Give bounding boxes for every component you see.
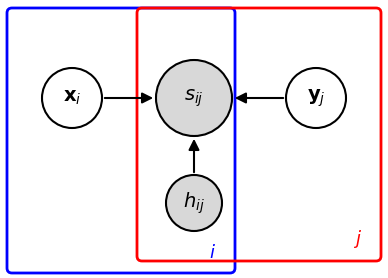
Text: $i$: $i$ (208, 244, 215, 262)
Text: $h_{ij}$: $h_{ij}$ (183, 190, 205, 216)
Text: $j$: $j$ (353, 228, 362, 250)
Circle shape (42, 68, 102, 128)
Circle shape (156, 60, 232, 136)
Text: $\mathbf{x}_i$: $\mathbf{x}_i$ (63, 88, 81, 108)
Circle shape (286, 68, 346, 128)
Text: $s_{ij}$: $s_{ij}$ (184, 87, 204, 109)
Circle shape (166, 175, 222, 231)
Text: $\mathbf{y}_j$: $\mathbf{y}_j$ (307, 87, 325, 109)
